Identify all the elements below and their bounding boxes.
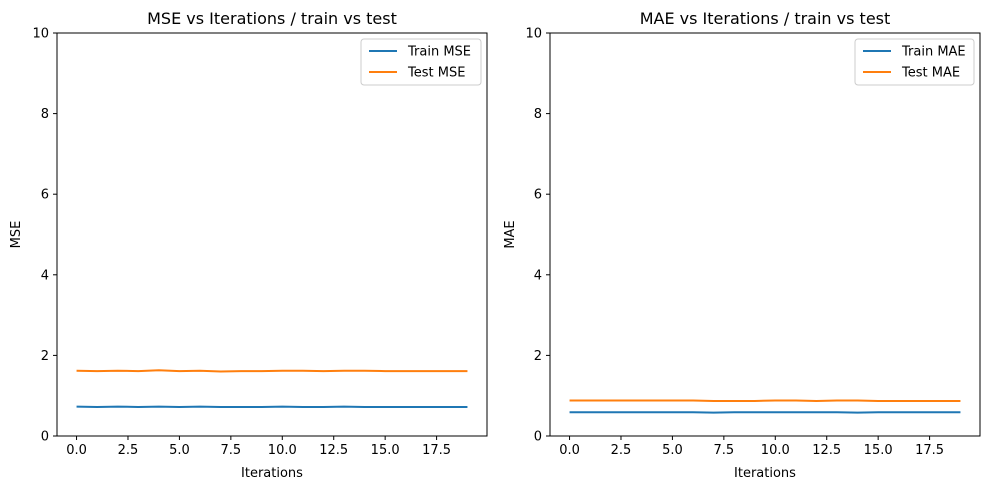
x-tick-label: 17.5 xyxy=(422,443,451,458)
y-tick-label: 0 xyxy=(534,430,542,445)
x-tick-label: 12.5 xyxy=(812,443,841,458)
x-tick-label: 2.5 xyxy=(118,443,139,458)
plot-frame xyxy=(549,32,981,437)
y-tick-label: 8 xyxy=(534,107,542,122)
plot-frame xyxy=(56,32,488,437)
y-axis-label: MSE xyxy=(9,221,24,249)
chart-mse: MSE vs Iterations / train vs test 0.0 2.5… xyxy=(9,9,488,481)
y-tick-label: 10 xyxy=(32,27,49,42)
x-tick-label: 0.0 xyxy=(559,443,580,458)
legend-label-train: Train MSE xyxy=(407,45,471,60)
x-tick-label: 10.0 xyxy=(761,443,790,458)
x-tick-label: 10.0 xyxy=(268,443,297,458)
x-tick-label: 15.0 xyxy=(371,443,400,458)
chart-mae: MAE vs Iterations / train vs test 0.0 2.5… xyxy=(503,9,981,481)
plot-area: 0.0 2.5 5.0 7.5 10.0 12.5 15.0 17.5 0 2 4 6 8 10 xyxy=(32,27,468,458)
y-tick-label: 6 xyxy=(534,188,542,203)
x-tick-label: 15.0 xyxy=(864,443,893,458)
series-line-test xyxy=(76,369,468,373)
chart-title: MAE vs Iterations / train vs test xyxy=(640,9,891,28)
x-axis-label: Iterations xyxy=(734,466,796,481)
x-axis-label: Iterations xyxy=(241,466,303,481)
legend: Train MAE Test MAE xyxy=(854,38,975,86)
y-tick-label: 10 xyxy=(525,27,542,42)
y-tick-label: 4 xyxy=(534,268,542,283)
x-tick-label: 7.5 xyxy=(714,443,735,458)
x-tick-label: 17.5 xyxy=(915,443,944,458)
x-tick-label: 5.0 xyxy=(169,443,190,458)
plot-area: 0.0 2.5 5.0 7.5 10.0 12.5 15.0 17.5 0 2 4 6 8 10 xyxy=(525,27,961,458)
x-tick-label: 5.0 xyxy=(662,443,683,458)
y-tick-label: 0 xyxy=(41,430,49,445)
x-tick-label: 12.5 xyxy=(319,443,348,458)
y-tick-label: 6 xyxy=(41,188,49,203)
x-tick-label: 0.0 xyxy=(66,443,87,458)
y-tick-label: 2 xyxy=(534,349,542,364)
legend-label-test: Test MAE xyxy=(901,66,960,81)
y-axis-label: MAE xyxy=(503,220,518,248)
legend: Train MSE Test MSE xyxy=(360,38,482,86)
legend-label-test: Test MSE xyxy=(407,66,465,81)
x-tick-label: 2.5 xyxy=(611,443,632,458)
legend-label-train: Train MAE xyxy=(901,45,966,60)
chart-title: MSE vs Iterations / train vs test xyxy=(147,9,397,28)
y-tick-label: 2 xyxy=(41,349,49,364)
x-tick-label: 7.5 xyxy=(221,443,242,458)
y-tick-label: 4 xyxy=(41,268,49,283)
y-tick-label: 8 xyxy=(41,107,49,122)
